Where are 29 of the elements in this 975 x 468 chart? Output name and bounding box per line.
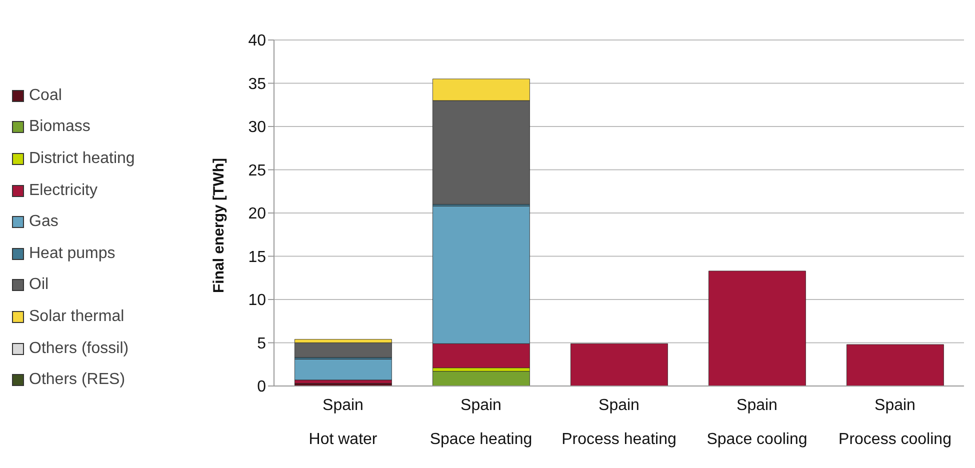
legend-label: Coal: [29, 86, 62, 105]
bar: [432, 371, 530, 386]
bar: [570, 343, 668, 386]
legend-label: Heat pumps: [29, 244, 116, 263]
legend-label: Oil: [29, 276, 49, 294]
y-tick-label: 35: [248, 76, 266, 93]
y-axis-title: Final energy [TWh]: [210, 158, 228, 293]
x-tick-label: Spain Process cooling: [838, 397, 952, 448]
x-tick-label: Spain Space cooling: [706, 397, 808, 448]
y-tick-label: 15: [248, 248, 266, 266]
y-tick-label: 30: [248, 119, 266, 136]
bar: [846, 344, 944, 386]
y-tick-label: 0: [257, 378, 266, 396]
legend-label: Others (RES): [29, 371, 126, 390]
legend-label: Biomass: [29, 118, 90, 136]
y-tick-label: 20: [248, 206, 266, 223]
x-tick-label: Spain Process heating: [562, 397, 676, 448]
y-tick-label: 10: [248, 292, 266, 310]
x-tick-label: Spain Hot water: [308, 397, 378, 448]
y-tick-label: 5: [257, 335, 266, 352]
legend-label: Others (fossil): [29, 340, 129, 358]
y-tick-label: 25: [248, 162, 266, 180]
legend-label: Electricity: [29, 182, 98, 200]
bar: [708, 270, 806, 386]
legend-label: Solar thermal: [29, 308, 124, 326]
y-tick-label: 40: [248, 32, 266, 50]
x-tick-label: Spain Space heating: [430, 397, 532, 448]
legend-label: Gas: [29, 213, 58, 232]
legend-label: District heating: [29, 150, 135, 168]
